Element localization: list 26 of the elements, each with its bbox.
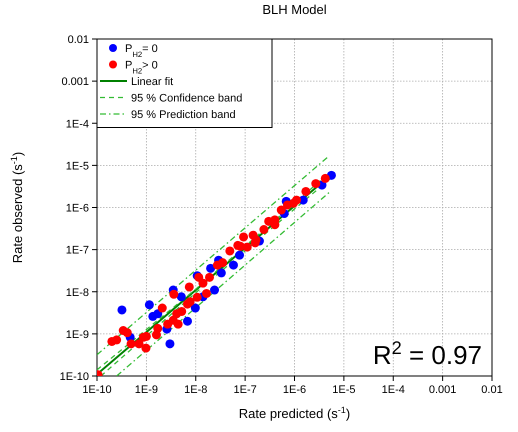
y-tick-label: 1E-9 bbox=[66, 328, 89, 341]
legend-label: Linear fit bbox=[131, 76, 174, 88]
y-tick-label: 0.01 bbox=[68, 34, 89, 46]
x-tick-label: 0.001 bbox=[428, 384, 456, 396]
x-tick-label: 1E-4 bbox=[382, 384, 405, 396]
y-tick-label: 1E-8 bbox=[66, 286, 89, 299]
legend-label: P$_{H2}$= 0 bbox=[125, 43, 158, 58]
x-tick-label: 0.01 bbox=[481, 384, 503, 396]
annotation: R$^{2}$ = 0.97 bbox=[372, 338, 482, 370]
x-tick-label: 1E-7 bbox=[234, 384, 257, 396]
legend-label: 95 % Prediction band bbox=[131, 109, 236, 121]
y-tick-label: 1E-7 bbox=[66, 244, 89, 257]
chart-title: BLH Model bbox=[262, 2, 327, 17]
legend-label: P$_{H2}$> 0 bbox=[125, 60, 158, 75]
y-tick-label: 1E-5 bbox=[66, 160, 89, 172]
y-tick-label: 1E-4 bbox=[66, 118, 89, 130]
x-tick-label: 1E-9 bbox=[134, 384, 158, 396]
y-tick-label: 1E-6 bbox=[66, 202, 89, 214]
x-tick-label: 1E-6 bbox=[282, 384, 306, 396]
x-tick-label: 1E-5 bbox=[332, 384, 356, 396]
y-tick-label: 0.001 bbox=[61, 76, 89, 88]
y-tick-label: 1E-10 bbox=[60, 371, 89, 383]
legend-label: 95 % Confidence band bbox=[131, 92, 242, 104]
x-tick-label: 1E-10 bbox=[82, 384, 112, 396]
x-axis-title: Rate predicted (s$^{-1}$) bbox=[238, 405, 350, 421]
x-tick-label: 1E-8 bbox=[184, 384, 208, 396]
